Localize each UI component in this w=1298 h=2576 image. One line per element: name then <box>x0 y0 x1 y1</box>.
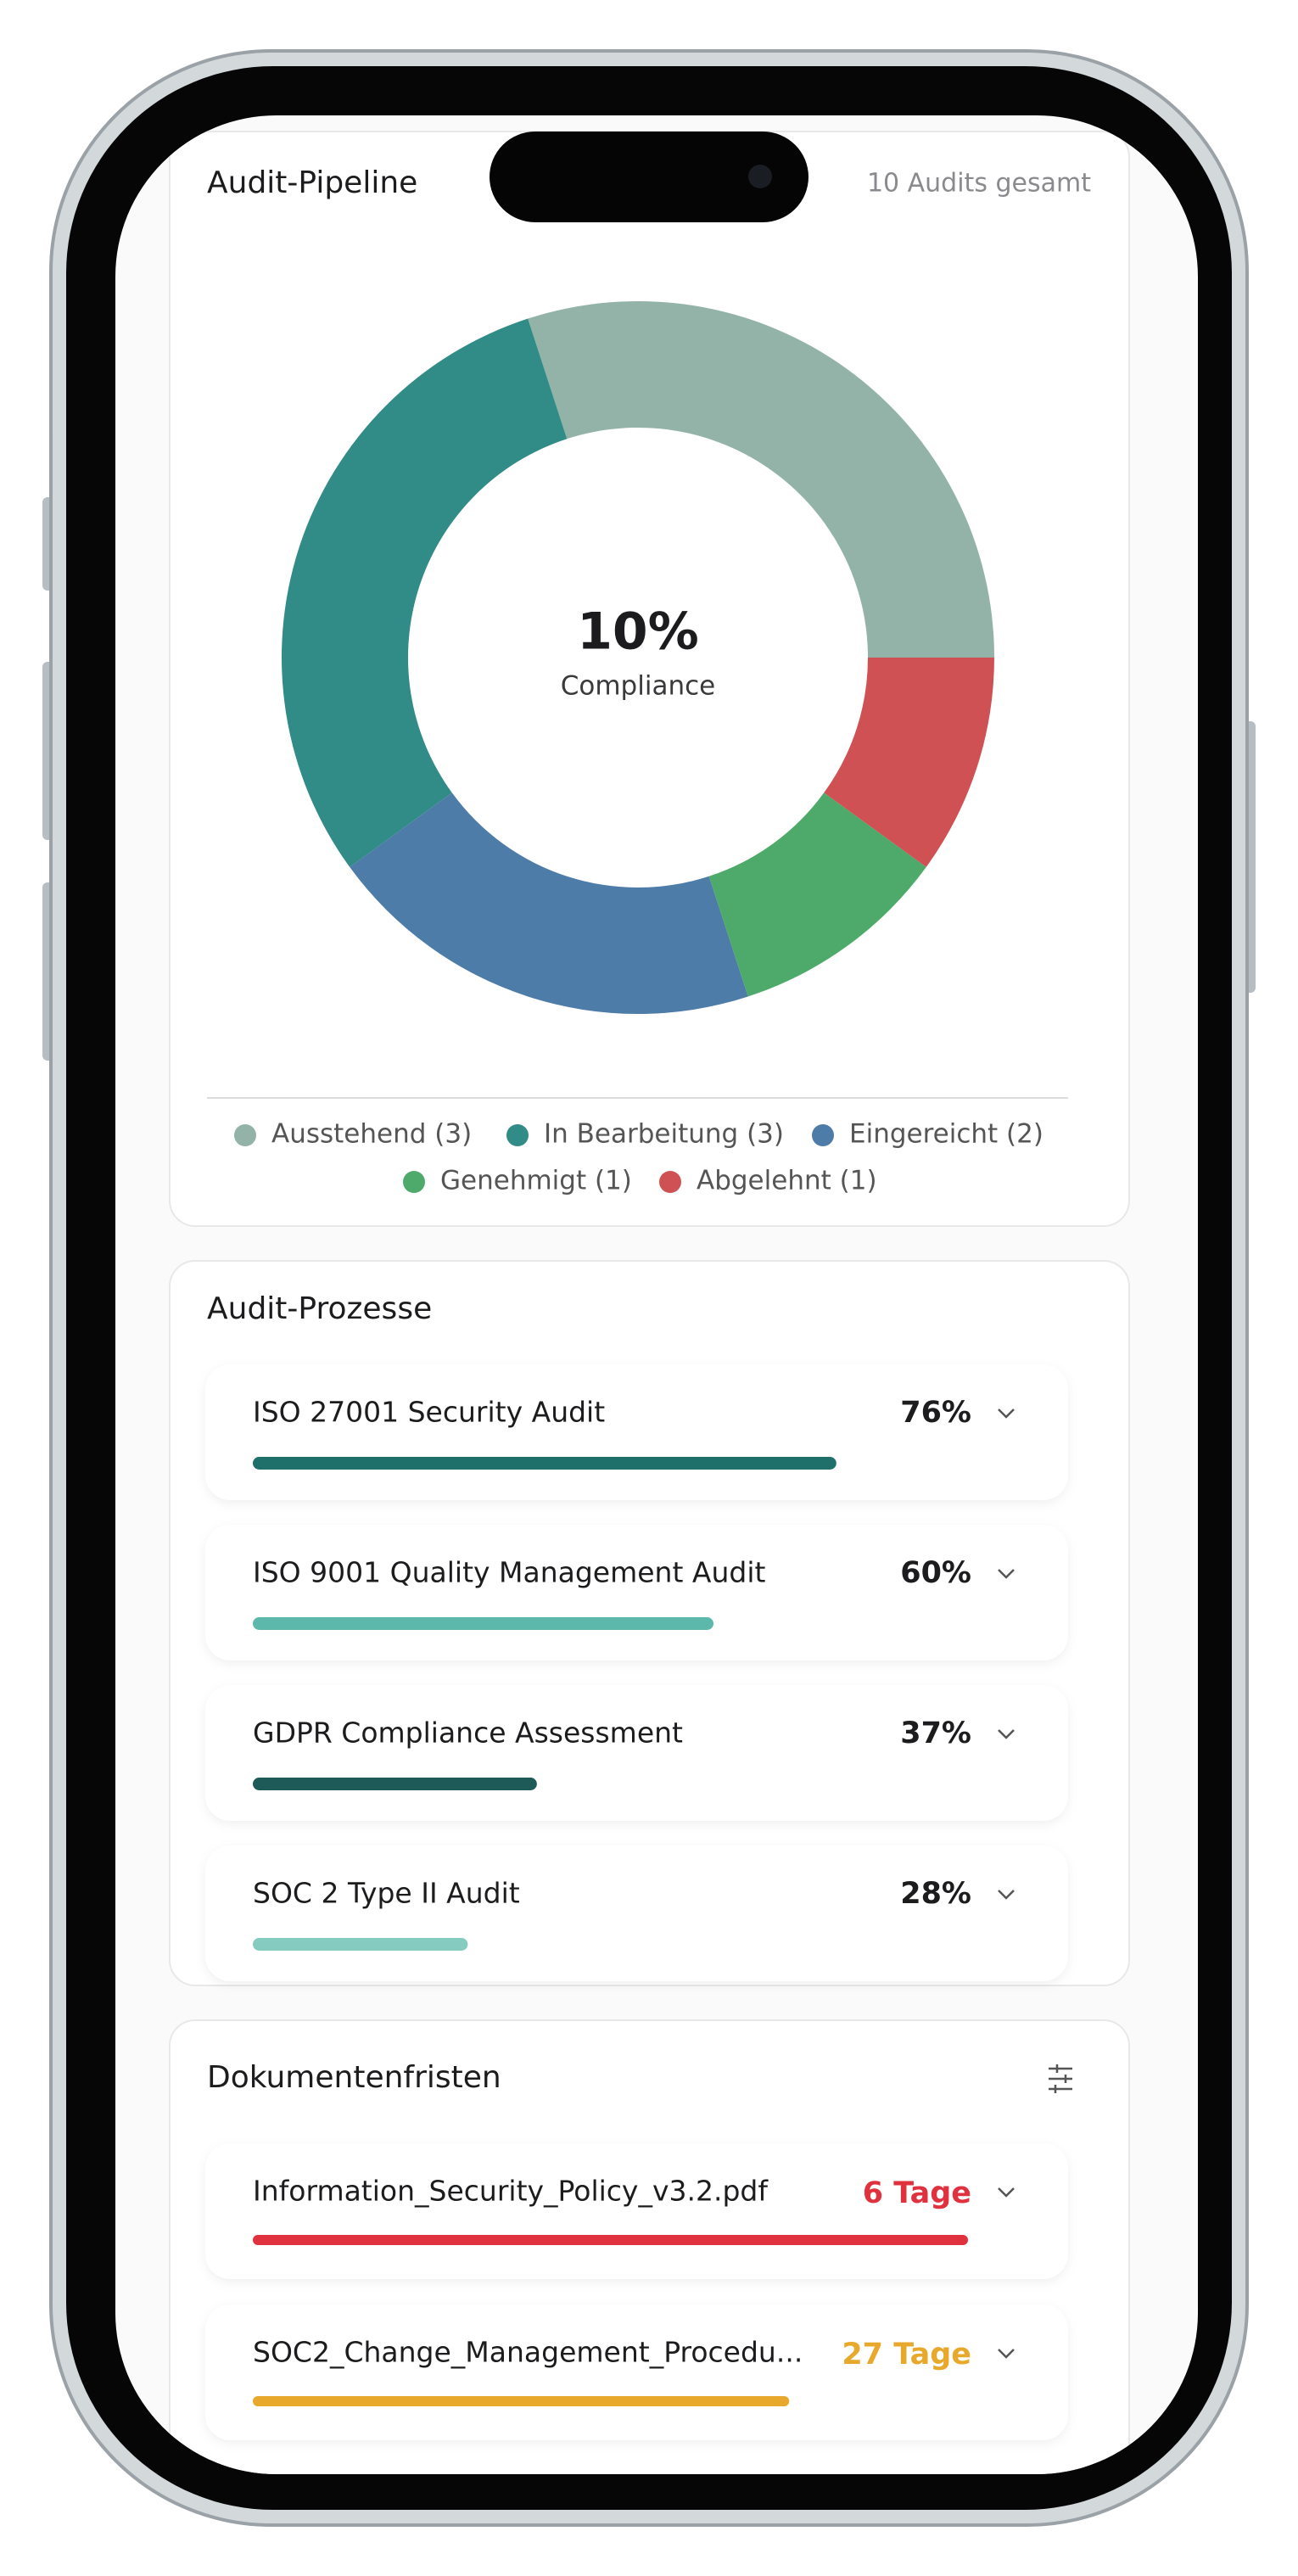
card-title: Audit-Prozesse <box>207 1291 432 1326</box>
card-title: Dokumentenfristen <box>207 2060 501 2095</box>
legend-label: Genehmigt (1) <box>440 1166 632 1196</box>
donut-center-value: 10% <box>577 602 699 662</box>
document-name: SOC2_Change_Management_Procedu... <box>253 2336 803 2369</box>
progress-bar <box>253 1938 468 1951</box>
legend-dot <box>812 1124 834 1146</box>
legend-dot <box>234 1124 256 1146</box>
process-item[interactable] <box>205 1845 1068 1981</box>
expand-chevron[interactable] <box>998 2349 1015 2359</box>
donut-slice <box>282 318 568 867</box>
deadline-bar <box>253 2235 968 2245</box>
process-percent: 28% <box>900 1877 971 1911</box>
expand-chevron[interactable] <box>998 1890 1015 1900</box>
total-count: 10 Audits gesamt <box>867 169 1091 199</box>
card-title: Audit-Pipeline <box>207 165 417 200</box>
deadline-bar <box>253 2396 790 2406</box>
donut-center-label: Compliance <box>561 671 715 702</box>
donut-slice <box>528 301 994 658</box>
expand-chevron[interactable] <box>998 1408 1015 1419</box>
process-percent: 60% <box>900 1556 971 1590</box>
camera <box>748 165 772 188</box>
progress-bar <box>253 1457 836 1470</box>
process-name: ISO 9001 Quality Management Audit <box>253 1556 766 1589</box>
deadline-item[interactable] <box>205 2304 1068 2440</box>
legend-label: Ausstehend (3) <box>271 1119 472 1150</box>
donut-slice <box>350 792 748 1014</box>
donut-slice <box>824 658 994 867</box>
deadline-item[interactable] <box>205 2143 1068 2279</box>
process-name: SOC 2 Type II Audit <box>253 1877 520 1910</box>
progress-bar <box>253 1778 537 1790</box>
screen: Audit-Pipeline 10 Audits gesamt 10% Comp… <box>115 115 1198 2474</box>
legend-dot <box>403 1171 425 1193</box>
legend-label: Eingereicht (2) <box>849 1119 1043 1150</box>
donut-slice <box>708 792 926 997</box>
process-percent: 76% <box>900 1396 971 1430</box>
days-left: 27 Tage <box>842 2338 971 2372</box>
legend-label: Abgelehnt (1) <box>697 1166 877 1196</box>
process-percent: 37% <box>900 1716 971 1750</box>
days-left: 6 Tage <box>863 2176 971 2210</box>
expand-chevron[interactable] <box>998 1729 1015 1739</box>
progress-bar <box>253 1617 713 1630</box>
process-item[interactable] <box>205 1364 1068 1500</box>
document-name: Information_Security_Policy_v3.2.pdf <box>253 2175 769 2208</box>
expand-chevron[interactable] <box>998 2187 1015 2198</box>
process-name: GDPR Compliance Assessment <box>253 1716 683 1750</box>
legend-label: In Bearbeitung (3) <box>544 1119 784 1150</box>
deadline-card <box>169 2019 1130 2474</box>
filter-icon[interactable] <box>1049 2064 1072 2093</box>
process-item[interactable] <box>205 1525 1068 1660</box>
process-name: ISO 27001 Security Audit <box>253 1396 605 1429</box>
expand-chevron[interactable] <box>998 1569 1015 1579</box>
dynamic-island <box>490 132 808 222</box>
legend-dot <box>659 1171 681 1193</box>
process-item[interactable] <box>205 1685 1068 1821</box>
legend-dot <box>506 1124 529 1146</box>
